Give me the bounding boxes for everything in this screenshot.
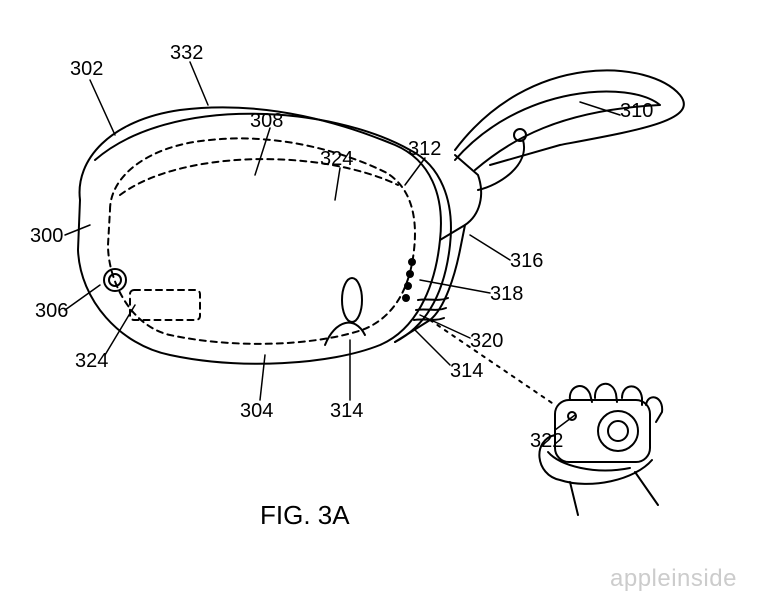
ref-label-302: 302 <box>70 58 103 81</box>
ref-label-308: 308 <box>250 110 283 133</box>
ref-label-300: 300 <box>30 225 63 248</box>
ref-label-324-bottom: 324 <box>75 350 108 373</box>
watermark-text: appleinside <box>610 565 737 593</box>
ref-label-314-b: 314 <box>450 360 483 383</box>
ref-label-322: 322 <box>530 430 563 453</box>
ref-label-318: 318 <box>490 283 523 306</box>
ref-label-306: 306 <box>35 300 68 323</box>
ref-label-316: 316 <box>510 250 543 273</box>
ref-label-314-a: 314 <box>330 400 363 423</box>
ref-label-310: 310 <box>620 100 653 123</box>
diagram-svg <box>0 0 757 607</box>
ref-label-324-top: 324 <box>320 148 353 171</box>
ref-label-320: 320 <box>470 330 503 353</box>
ref-label-312: 312 <box>408 138 441 161</box>
ref-label-332: 332 <box>170 42 203 65</box>
figure-caption: FIG. 3A <box>260 500 350 531</box>
ref-label-304: 304 <box>240 400 273 423</box>
patent-figure-canvas: 302 332 308 324 312 310 300 306 316 318 … <box>0 0 757 607</box>
